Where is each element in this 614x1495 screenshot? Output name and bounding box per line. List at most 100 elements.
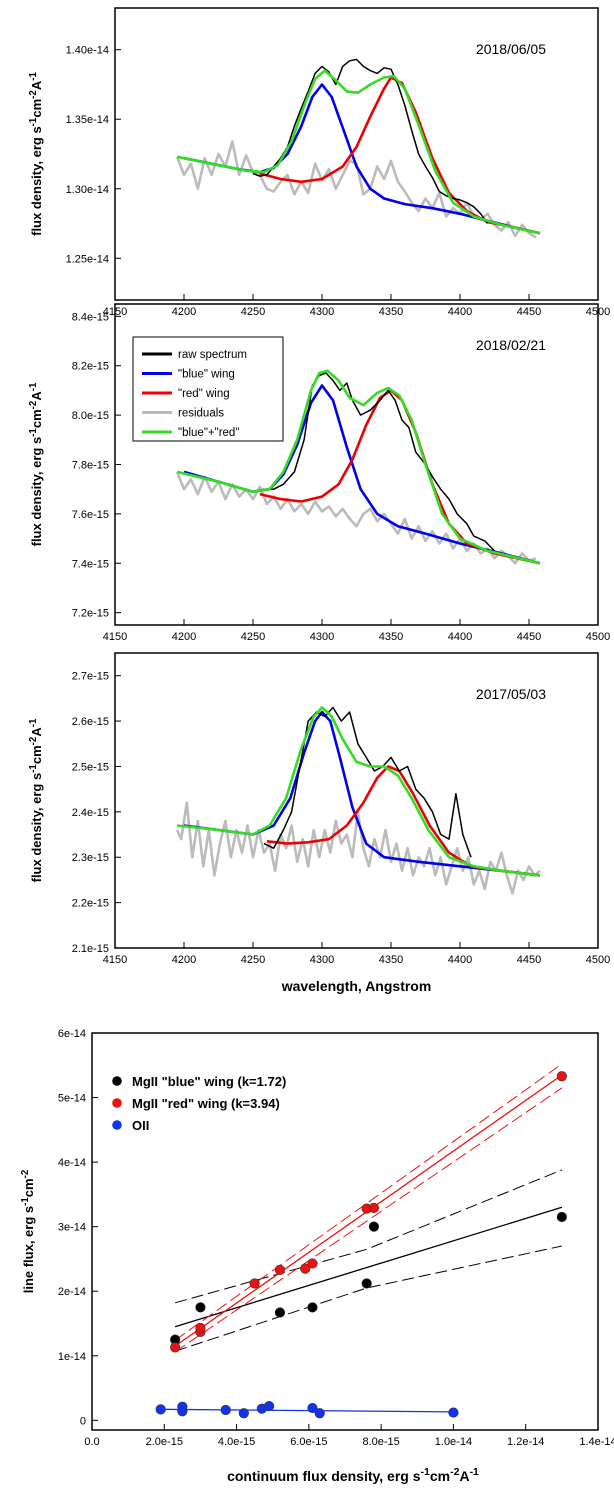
legend-label: raw spectrum — [178, 349, 247, 361]
series-rawspectrum — [263, 706, 472, 858]
x-tick-label: 4200 — [172, 631, 196, 643]
y-tick-label: 1e-14 — [58, 1351, 86, 1363]
y-tick-label: 2.1e-15 — [72, 943, 109, 955]
legend-label: OII — [132, 1118, 149, 1133]
confidence-band-lower — [174, 1245, 563, 1352]
date-label: 2018/02/21 — [476, 337, 546, 353]
data-point — [195, 1302, 206, 1313]
x-tick-label: 1.0e-14 — [435, 1436, 472, 1448]
x-tick-label: 4500 — [586, 954, 610, 966]
plot-frame — [91, 1032, 599, 1431]
y-axis-label: line flux, erg s-1cm-2 — [20, 1169, 37, 1293]
x-tick-label: 4400 — [448, 306, 472, 318]
x-tick-label: 4350 — [379, 306, 403, 318]
x-tick-label: 4500 — [586, 631, 610, 643]
date-label: 2018/06/05 — [476, 41, 546, 57]
data-point — [368, 1221, 380, 1232]
series-residuals — [175, 801, 541, 895]
data-point — [155, 1404, 166, 1415]
x-tick-label: 4350 — [379, 954, 403, 966]
x-tick-label: 4250 — [241, 954, 265, 966]
x-tick-label: 4250 — [241, 306, 265, 318]
legend-label: residuals — [178, 408, 224, 420]
x-tick-label: 4150 — [103, 631, 127, 643]
legend-marker — [112, 1120, 122, 1130]
confidence-band-lower — [174, 1087, 563, 1353]
data-point — [264, 1401, 275, 1412]
x-axis-label: wavelength, Angstrom — [281, 978, 432, 994]
y-tick-label: 7.4e-15 — [72, 558, 109, 570]
y-tick-label: 2.6e-15 — [72, 716, 109, 728]
x-tick-label: 4300 — [310, 954, 334, 966]
y-tick-label: 1.35e-14 — [66, 114, 109, 126]
data-point — [195, 1322, 206, 1334]
series-blue+red — [176, 706, 541, 877]
x-tick-label: 4200 — [172, 954, 196, 966]
x-tick-label: 6.0e-15 — [290, 1436, 327, 1448]
data-point — [307, 1402, 318, 1414]
x-tick-label: 4.0e-15 — [218, 1436, 255, 1448]
y-tick-label: 2.5e-15 — [72, 761, 109, 773]
legend-label: "blue" wing — [178, 369, 235, 381]
legend-label: MgII "red" wing (k=3.94) — [132, 1096, 280, 1111]
y-tick-label: 7.2e-15 — [72, 608, 109, 620]
data-point — [238, 1408, 249, 1419]
y-axis-label: flux density, erg s-1cm-2A-1 — [28, 382, 45, 546]
y-tick-label: 5e-14 — [58, 1093, 86, 1105]
y-tick-label: 4e-14 — [58, 1157, 86, 1169]
data-point — [556, 1211, 567, 1223]
y-tick-label: 1.40e-14 — [66, 45, 109, 57]
legend-label: MgII "blue" wing (k=1.72) — [132, 1074, 286, 1089]
x-tick-label: 2.0e-15 — [146, 1436, 183, 1448]
data-point — [314, 1408, 325, 1419]
x-tick-label: 4350 — [379, 631, 403, 643]
x-tick-label: 4450 — [517, 631, 541, 643]
chart-panel-2: 7.2e-15 7.4e-15 7.6e-15 7.8e-15 8.0e-15 8.2e-… — [28, 303, 610, 643]
x-tick-label: 8.0e-15 — [362, 1436, 399, 1448]
data-point — [274, 1264, 286, 1276]
data-point — [170, 1342, 181, 1353]
y-tick-label: 1.25e-14 — [66, 253, 109, 265]
data-point — [177, 1401, 188, 1412]
series-blue+red — [176, 69, 541, 235]
data-point — [448, 1407, 459, 1418]
legend: raw spectrum "blue" wing "red" wing residua… — [132, 336, 284, 442]
legend-label: "red" wing — [178, 388, 230, 400]
plot-frame — [114, 7, 599, 301]
confidence-band-upper — [174, 1169, 563, 1304]
y-tick-label: 3e-14 — [58, 1222, 86, 1234]
x-tick-label: 4250 — [241, 631, 265, 643]
x-tick-label: 4450 — [517, 954, 541, 966]
y-tick-label: 1.30e-14 — [66, 184, 109, 196]
y-tick-label: 8.4e-15 — [72, 311, 109, 323]
y-tick-label: 8.2e-15 — [72, 361, 109, 373]
x-tick-label: 1.2e-14 — [507, 1436, 544, 1448]
data-point — [361, 1278, 372, 1289]
data-point — [274, 1307, 286, 1318]
data-point — [307, 1258, 318, 1269]
x-tick-label: 4400 — [448, 954, 472, 966]
y-axis-label: flux density, erg s-1cm-2A-1 — [28, 718, 45, 882]
y-tick-label: 2.4e-15 — [72, 807, 109, 819]
x-tick-label: 4300 — [310, 306, 334, 318]
regression-line — [160, 1408, 454, 1413]
data-point — [556, 1071, 567, 1082]
y-tick-label: 2.7e-15 — [72, 671, 109, 683]
data-point — [220, 1404, 231, 1416]
y-tick-label: 0 — [80, 1415, 86, 1427]
chart-panel-4: 0 1e-14 2e-14 3e-14 4e-14 5e-14 6e-14 0.0 2.0e-1… — [20, 1028, 614, 1484]
legend-marker — [112, 1098, 122, 1108]
confidence-band-upper — [174, 1063, 563, 1341]
y-tick-label: 2e-14 — [58, 1286, 86, 1298]
series-redwing — [259, 76, 541, 235]
series-bluewing — [183, 83, 541, 235]
regression-line — [174, 1206, 563, 1328]
chart-panel-3: 2.1e-15 2.2e-15 2.3e-15 2.4e-15 2.5e-15 2.6e-… — [28, 652, 610, 994]
legend-label: "blue"+"red" — [178, 427, 239, 439]
x-tick-label: 4450 — [517, 306, 541, 318]
x-tick-label: 4150 — [103, 954, 127, 966]
y-tick-label: 2.3e-15 — [72, 852, 109, 864]
y-tick-label: 7.6e-15 — [72, 509, 109, 521]
y-axis-label: flux density, erg s-1cm-2A-1 — [28, 72, 45, 236]
